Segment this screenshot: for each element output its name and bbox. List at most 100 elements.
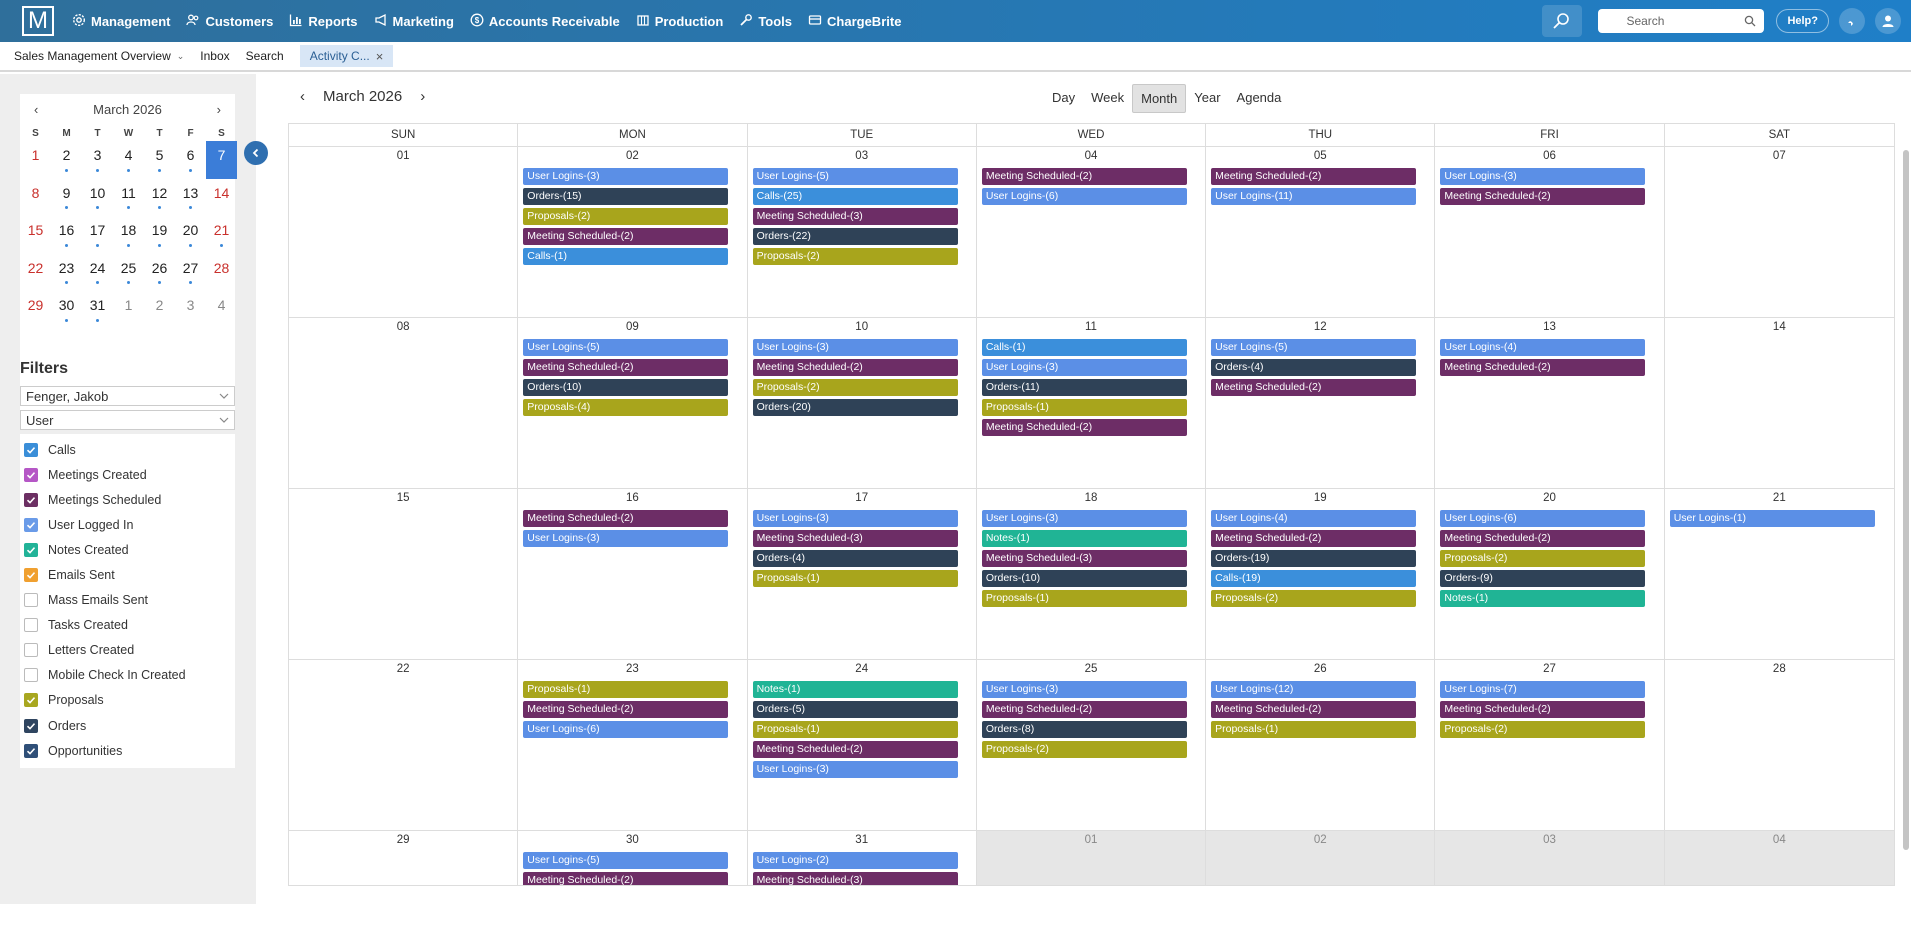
mini-day[interactable]: 3 [82, 141, 113, 179]
event-user-logins[interactable]: User Logins-(4) [1440, 339, 1646, 356]
day-cell[interactable]: 17 User Logins-(3) Meeting Scheduled-(3) Or… [748, 489, 977, 659]
event-notes[interactable]: Notes-(1) [752, 681, 958, 698]
nav-item-chargebrite[interactable]: ChargeBrite [808, 13, 901, 30]
mini-day[interactable]: 23 [51, 254, 82, 292]
event-meeting-scheduled[interactable]: Meeting Scheduled-(2) [523, 510, 729, 527]
event-proposals[interactable]: Proposals-(2) [1440, 721, 1646, 738]
event-meeting-scheduled[interactable]: Meeting Scheduled-(2) [752, 741, 958, 758]
notifications-button[interactable] [1839, 8, 1865, 34]
nav-item-management[interactable]: Management [72, 13, 170, 30]
mini-day[interactable]: 2 [144, 291, 175, 329]
day-cell[interactable]: 11 Calls-(1) User Logins-(3) Orders-(11) Pro… [977, 318, 1207, 488]
event-user-logins[interactable]: User Logins-(5) [523, 852, 729, 869]
filter-mass-emails-sent[interactable]: Mass Emails Sent [20, 588, 235, 613]
mini-day[interactable]: 2 [51, 141, 82, 179]
mini-day[interactable]: 9 [51, 179, 82, 217]
event-user-logins[interactable]: User Logins-(3) [523, 168, 729, 185]
event-meeting-scheduled[interactable]: Meeting Scheduled-(3) [981, 550, 1187, 567]
day-cell[interactable]: 01 [289, 147, 519, 317]
event-proposals[interactable]: Proposals-(2) [1211, 590, 1417, 607]
filter-checkbox[interactable] [24, 718, 38, 733]
event-calls[interactable]: Calls-(1) [523, 248, 729, 265]
tab-inbox[interactable]: Inbox [200, 45, 229, 67]
mini-day[interactable]: 1 [20, 141, 51, 179]
tab-search[interactable]: Search [246, 45, 284, 67]
event-user-logins[interactable]: User Logins-(12) [1211, 681, 1417, 698]
calendar-next-button[interactable]: › [420, 88, 426, 105]
close-icon[interactable]: × [375, 48, 384, 64]
event-meeting-scheduled[interactable]: Meeting Scheduled-(2) [1440, 701, 1646, 718]
event-meeting-scheduled[interactable]: Meeting Scheduled-(2) [981, 701, 1187, 718]
event-notes[interactable]: Notes-(1) [981, 530, 1187, 547]
event-meeting-scheduled[interactable]: Meeting Scheduled-(2) [752, 359, 958, 376]
user-profile-button[interactable] [1875, 8, 1901, 34]
event-meeting-scheduled[interactable]: Meeting Scheduled-(2) [1211, 379, 1417, 396]
mini-calendar-prev-button[interactable]: ‹ [34, 101, 39, 117]
view-day-button[interactable]: Day [1052, 90, 1076, 105]
event-user-logins[interactable]: User Logins-(6) [981, 188, 1187, 205]
filter-checkbox[interactable] [24, 467, 38, 482]
mini-day[interactable]: 18 [113, 216, 144, 254]
event-proposals[interactable]: Proposals-(2) [523, 208, 729, 225]
mini-day[interactable]: 25 [113, 254, 144, 292]
day-cell[interactable]: 06 User Logins-(3) Meeting Scheduled-(2) [1435, 147, 1665, 317]
chevron-down-icon[interactable]: ⌄ [176, 50, 185, 61]
mini-calendar-next-button[interactable]: › [216, 101, 221, 117]
view-month-button[interactable]: Month [1132, 84, 1187, 113]
filter-user-logged-in[interactable]: User Logged In [20, 512, 235, 537]
event-proposals[interactable]: Proposals-(1) [523, 681, 729, 698]
day-cell[interactable]: 23 Proposals-(1) Meeting Scheduled-(2) User… [518, 660, 748, 830]
event-proposals[interactable]: Proposals-(2) [752, 379, 958, 396]
event-meeting-scheduled[interactable]: Meeting Scheduled-(3) [752, 530, 958, 547]
filter-checkbox[interactable] [24, 593, 38, 608]
filter-emails-sent[interactable]: Emails Sent [20, 562, 235, 587]
day-cell[interactable]: 07 [1665, 147, 1894, 317]
mini-day[interactable]: 27 [175, 254, 206, 292]
event-meeting-scheduled[interactable]: Meeting Scheduled-(2) [523, 359, 729, 376]
event-orders[interactable]: Orders-(22) [752, 228, 958, 245]
event-user-logins[interactable]: User Logins-(3) [981, 359, 1187, 376]
day-cell[interactable]: 03 User Logins-(5) Calls-(25) Meeting Sched… [748, 147, 977, 317]
collapse-sidebar-button[interactable] [244, 141, 268, 165]
mini-day[interactable]: 21 [206, 216, 237, 254]
event-user-logins[interactable]: User Logins-(6) [523, 721, 729, 738]
event-orders[interactable]: Orders-(9) [1440, 570, 1646, 587]
filter-meetings-scheduled[interactable]: Meetings Scheduled [20, 487, 235, 512]
day-cell[interactable]: 21 User Logins-(1) [1665, 489, 1894, 659]
mini-day[interactable]: 10 [82, 179, 113, 217]
day-cell[interactable]: 08 [289, 318, 519, 488]
mini-day[interactable]: 22 [20, 254, 51, 292]
event-proposals[interactable]: Proposals-(1) [752, 721, 958, 738]
filter-checkbox[interactable] [24, 668, 38, 683]
event-meeting-scheduled[interactable]: Meeting Scheduled-(2) [1440, 530, 1646, 547]
mini-day[interactable]: 28 [206, 254, 237, 292]
event-meeting-scheduled[interactable]: Meeting Scheduled-(2) [523, 228, 729, 245]
mini-day[interactable]: 11 [113, 179, 144, 217]
event-user-logins[interactable]: User Logins-(5) [752, 168, 958, 185]
mini-day[interactable]: 1 [113, 291, 144, 329]
app-logo[interactable]: M [22, 6, 54, 36]
day-cell[interactable]: 18 User Logins-(3) Notes-(1) Meeting Schedu… [977, 489, 1207, 659]
day-cell[interactable]: 24 Notes-(1) Orders-(5) Proposals-(1) Meetin… [748, 660, 977, 830]
mini-day[interactable]: 30 [51, 291, 82, 329]
tab-sales-management-overview[interactable]: Sales Management Overview ⌄ [14, 45, 184, 67]
event-user-logins[interactable]: User Logins-(6) [1440, 510, 1646, 527]
filter-checkbox[interactable] [24, 492, 38, 507]
day-cell[interactable]: 15 [289, 489, 519, 659]
event-meeting-scheduled[interactable]: Meeting Scheduled-(2) [981, 168, 1187, 185]
day-cell[interactable]: 12 User Logins-(5) Orders-(4) Meeting Sched… [1206, 318, 1436, 488]
event-user-logins[interactable]: User Logins-(3) [752, 339, 958, 356]
day-cell[interactable]: 01 [976, 831, 1207, 885]
search-input[interactable]: Search [1598, 9, 1765, 33]
day-cell[interactable]: 27 User Logins-(7) Meeting Scheduled-(2) Pr… [1435, 660, 1665, 830]
day-cell[interactable]: 20 User Logins-(6) Meeting Scheduled-(2) Pr… [1435, 489, 1665, 659]
event-meeting-scheduled[interactable]: Meeting Scheduled-(2) [1211, 530, 1417, 547]
day-cell[interactable]: 30 User Logins-(5) Meeting Scheduled-(2) [518, 831, 748, 885]
filter-mobile-check-in-created[interactable]: Mobile Check In Created [20, 663, 235, 688]
day-cell[interactable]: 31 User Logins-(2) Meeting Scheduled-(3) [748, 831, 977, 885]
event-orders[interactable]: Orders-(8) [981, 721, 1187, 738]
day-cell[interactable]: 04 Meeting Scheduled-(2) User Logins-(6) [977, 147, 1207, 317]
filter-calls[interactable]: Calls [20, 437, 235, 462]
event-orders[interactable]: Orders-(4) [752, 550, 958, 567]
user-select[interactable]: Fenger, Jakob [20, 386, 235, 406]
